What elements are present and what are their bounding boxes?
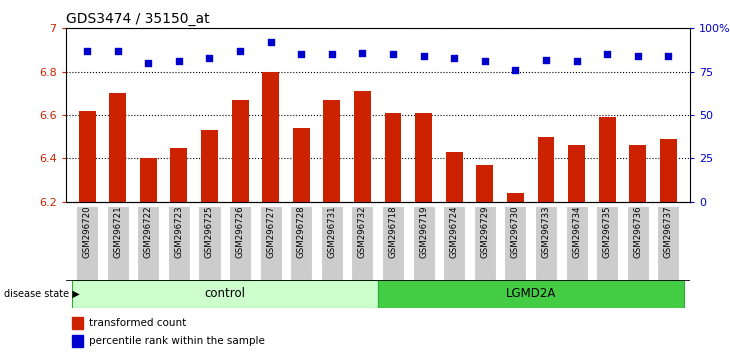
Text: GSM296731: GSM296731 [327,206,337,258]
Bar [537,137,555,202]
Text: GDS3474 / 35150_at: GDS3474 / 35150_at [66,12,210,26]
Bar [446,152,463,202]
Text: GSM296721: GSM296721 [113,206,122,258]
FancyBboxPatch shape [627,206,649,280]
Bar [629,145,646,202]
Bar [72,317,83,329]
Point [265,39,277,45]
FancyBboxPatch shape [351,206,374,280]
FancyBboxPatch shape [535,206,557,280]
FancyBboxPatch shape [199,206,220,280]
Point [234,48,246,54]
Point [296,51,307,57]
Point [173,58,185,64]
Bar [231,100,248,202]
Point [571,58,583,64]
Point [448,55,460,61]
Bar [201,130,218,202]
Bar [378,280,684,308]
Point [204,55,215,61]
Text: control: control [204,287,245,300]
Text: percentile rank within the sample: percentile rank within the sample [89,336,265,346]
Text: GSM296724: GSM296724 [450,206,458,258]
Point [326,51,338,57]
Text: GSM296735: GSM296735 [603,206,612,258]
Text: GSM296734: GSM296734 [572,206,581,258]
Bar [385,113,402,202]
Text: GSM296732: GSM296732 [358,206,367,258]
Text: GSM296727: GSM296727 [266,206,275,258]
Text: GSM296729: GSM296729 [480,206,489,258]
Text: transformed count: transformed count [89,318,187,328]
FancyBboxPatch shape [474,206,496,280]
Text: GSM296736: GSM296736 [634,206,642,258]
Point [540,57,552,62]
Text: GSM296718: GSM296718 [388,206,398,258]
Point [602,51,613,57]
Point [81,48,93,54]
Point [663,53,675,59]
Text: GSM296726: GSM296726 [236,206,245,258]
Text: disease state ▶: disease state ▶ [4,289,80,299]
Bar [507,193,524,202]
Bar [599,117,615,202]
Text: GSM296728: GSM296728 [297,206,306,258]
Bar [354,91,371,202]
Point [418,53,429,59]
Text: LGMD2A: LGMD2A [506,287,556,300]
Point [112,48,123,54]
Point [632,53,644,59]
Text: GSM296723: GSM296723 [174,206,183,258]
FancyBboxPatch shape [658,206,680,280]
Bar [477,165,493,202]
Text: GSM296725: GSM296725 [205,206,214,258]
FancyBboxPatch shape [168,206,190,280]
Text: GSM296722: GSM296722 [144,206,153,258]
Text: GSM296719: GSM296719 [419,206,429,258]
Bar [262,72,279,202]
Bar [140,158,157,202]
Bar [568,145,585,202]
Bar [293,128,310,202]
FancyBboxPatch shape [412,206,434,280]
Point [479,58,491,64]
FancyBboxPatch shape [443,206,465,280]
FancyBboxPatch shape [382,206,404,280]
Bar [72,335,83,347]
FancyBboxPatch shape [321,206,343,280]
FancyBboxPatch shape [107,206,128,280]
Text: GSM296730: GSM296730 [511,206,520,258]
FancyBboxPatch shape [596,206,618,280]
Bar [415,113,432,202]
Text: GSM296720: GSM296720 [82,206,92,258]
Bar [171,148,188,202]
FancyBboxPatch shape [229,206,251,280]
Bar [660,139,677,202]
Bar [72,280,378,308]
Text: GSM296737: GSM296737 [664,206,673,258]
Bar [323,100,340,202]
Point [387,51,399,57]
FancyBboxPatch shape [137,206,159,280]
FancyBboxPatch shape [504,206,526,280]
FancyBboxPatch shape [260,206,282,280]
Bar [110,93,126,202]
Point [142,60,154,66]
Bar [79,111,96,202]
Point [510,67,521,73]
FancyBboxPatch shape [76,206,98,280]
FancyBboxPatch shape [291,206,312,280]
FancyBboxPatch shape [566,206,588,280]
Text: GSM296733: GSM296733 [542,206,550,258]
Point [357,50,369,56]
